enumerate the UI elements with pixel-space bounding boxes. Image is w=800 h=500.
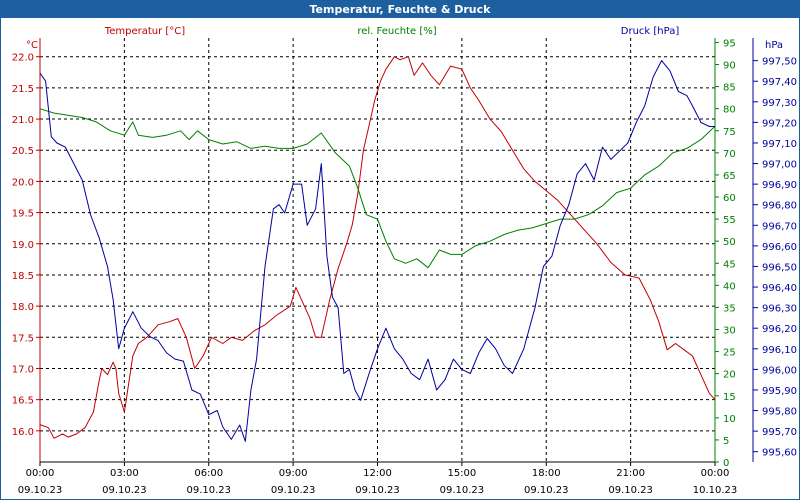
temp-tick-label: 16.5 [12, 396, 34, 407]
series-line-humidity [39, 108, 716, 269]
press-tick-label: 996,80 [762, 201, 797, 212]
hum-tick-label: 25 [723, 348, 736, 359]
temp-tick-label: 17.5 [12, 333, 34, 344]
press-tick-label: 997,10 [762, 139, 797, 150]
x-tick-date: 09.10.23 [271, 485, 316, 496]
temp-axis-title: Temperatur [°C] [104, 26, 185, 37]
press-tick-label: 997,20 [762, 118, 797, 129]
x-tick-date: 09.10.23 [18, 485, 63, 496]
press-tick-label: 997,30 [762, 98, 797, 109]
x-tick-time: 00:00 [701, 468, 730, 479]
hum-tick-label: 10 [723, 414, 736, 425]
temp-tick-label: 16.0 [12, 427, 34, 438]
x-tick-time: 21:00 [616, 468, 645, 479]
x-tick-date: 09.10.23 [608, 485, 653, 496]
press-tick-label: 997,00 [762, 160, 797, 171]
hum-tick-label: 90 [723, 61, 736, 72]
press-axis-title: Druck [hPa] [621, 26, 680, 37]
hum-tick-label: 5 [723, 436, 729, 447]
x-tick-time: 12:00 [363, 468, 392, 479]
x-tick-time: 15:00 [447, 468, 476, 479]
hum-tick-label: 0 [723, 458, 729, 469]
series-lines [39, 56, 716, 442]
hum-tick-label: 60 [723, 193, 736, 204]
x-tick-time: 18:00 [532, 468, 561, 479]
x-tick-date: 09.10.23 [355, 485, 400, 496]
press-tick-label: 996,50 [762, 262, 797, 273]
press-tick-label: 996,30 [762, 304, 797, 315]
x-tick-date: 09.10.23 [102, 485, 147, 496]
hum-tick-label: 15 [723, 392, 736, 403]
temp-tick-label: 22.0 [12, 53, 34, 64]
press-tick-label: 995,60 [762, 448, 797, 459]
x-tick-date: 09.10.23 [440, 485, 485, 496]
x-tick-date: 09.10.23 [524, 485, 569, 496]
hum-tick-label: 95 [723, 38, 736, 49]
press-tick-label: 995,80 [762, 407, 797, 418]
grid-lines [40, 38, 715, 462]
temp-tick-label: 20.5 [12, 146, 34, 157]
press-tick-label: 995,70 [762, 427, 797, 438]
press-tick-label: 996,00 [762, 365, 797, 376]
x-tick-date: 10.10.23 [693, 485, 738, 496]
x-tick-time: 00:00 [26, 468, 55, 479]
press-tick-label: 995,90 [762, 386, 797, 397]
temp-tick-label: 18.0 [12, 302, 34, 313]
axis-labels: 00:00 09.10.23 03:00 09.10.23 06:00 09.10.23 0… [12, 26, 797, 496]
x-tick-date: 09.10.23 [186, 485, 231, 496]
x-tick-time: 09:00 [279, 468, 308, 479]
temp-tick-label: 21.0 [12, 115, 34, 126]
hum-tick-label: 75 [723, 127, 736, 138]
hum-tick-label: 50 [723, 237, 736, 248]
press-tick-label: 996,40 [762, 283, 797, 294]
temp-tick-label: 17.0 [12, 364, 34, 375]
hum-tick-label: 80 [723, 105, 736, 116]
series-line-pressure [39, 60, 715, 442]
hum-tick-label: 30 [723, 326, 736, 337]
temp-unit: °C [26, 40, 38, 51]
temp-tick-label: 21.5 [12, 84, 34, 95]
hum-axis-title: rel. Feuchte [%] [357, 26, 436, 37]
hum-tick-label: 20 [723, 370, 736, 381]
hum-tick-label: 40 [723, 281, 736, 292]
press-tick-label: 997,40 [762, 77, 797, 88]
press-tick-label: 996,70 [762, 221, 797, 232]
hum-tick-label: 45 [723, 259, 736, 270]
press-unit: hPa [765, 40, 783, 51]
temp-tick-label: 19.5 [12, 209, 34, 220]
hum-tick-label: 55 [723, 215, 736, 226]
temp-tick-label: 19.0 [12, 240, 34, 251]
press-tick-label: 996,10 [762, 345, 797, 356]
press-tick-label: 997,50 [762, 57, 797, 68]
x-tick-time: 03:00 [110, 468, 139, 479]
press-tick-label: 996,60 [762, 242, 797, 253]
x-tick-time: 06:00 [194, 468, 223, 479]
series-line-temperature [39, 56, 716, 439]
temp-tick-label: 20.0 [12, 177, 34, 188]
window-title: Temperatur, Feuchte & Druck [1, 1, 799, 18]
press-tick-label: 996,20 [762, 324, 797, 335]
press-tick-label: 996,90 [762, 180, 797, 191]
hum-tick-label: 35 [723, 303, 736, 314]
hum-tick-label: 70 [723, 149, 736, 160]
axes [36, 38, 758, 466]
temp-tick-label: 18.5 [12, 271, 34, 282]
hum-tick-label: 85 [723, 83, 736, 94]
hum-tick-label: 65 [723, 171, 736, 182]
